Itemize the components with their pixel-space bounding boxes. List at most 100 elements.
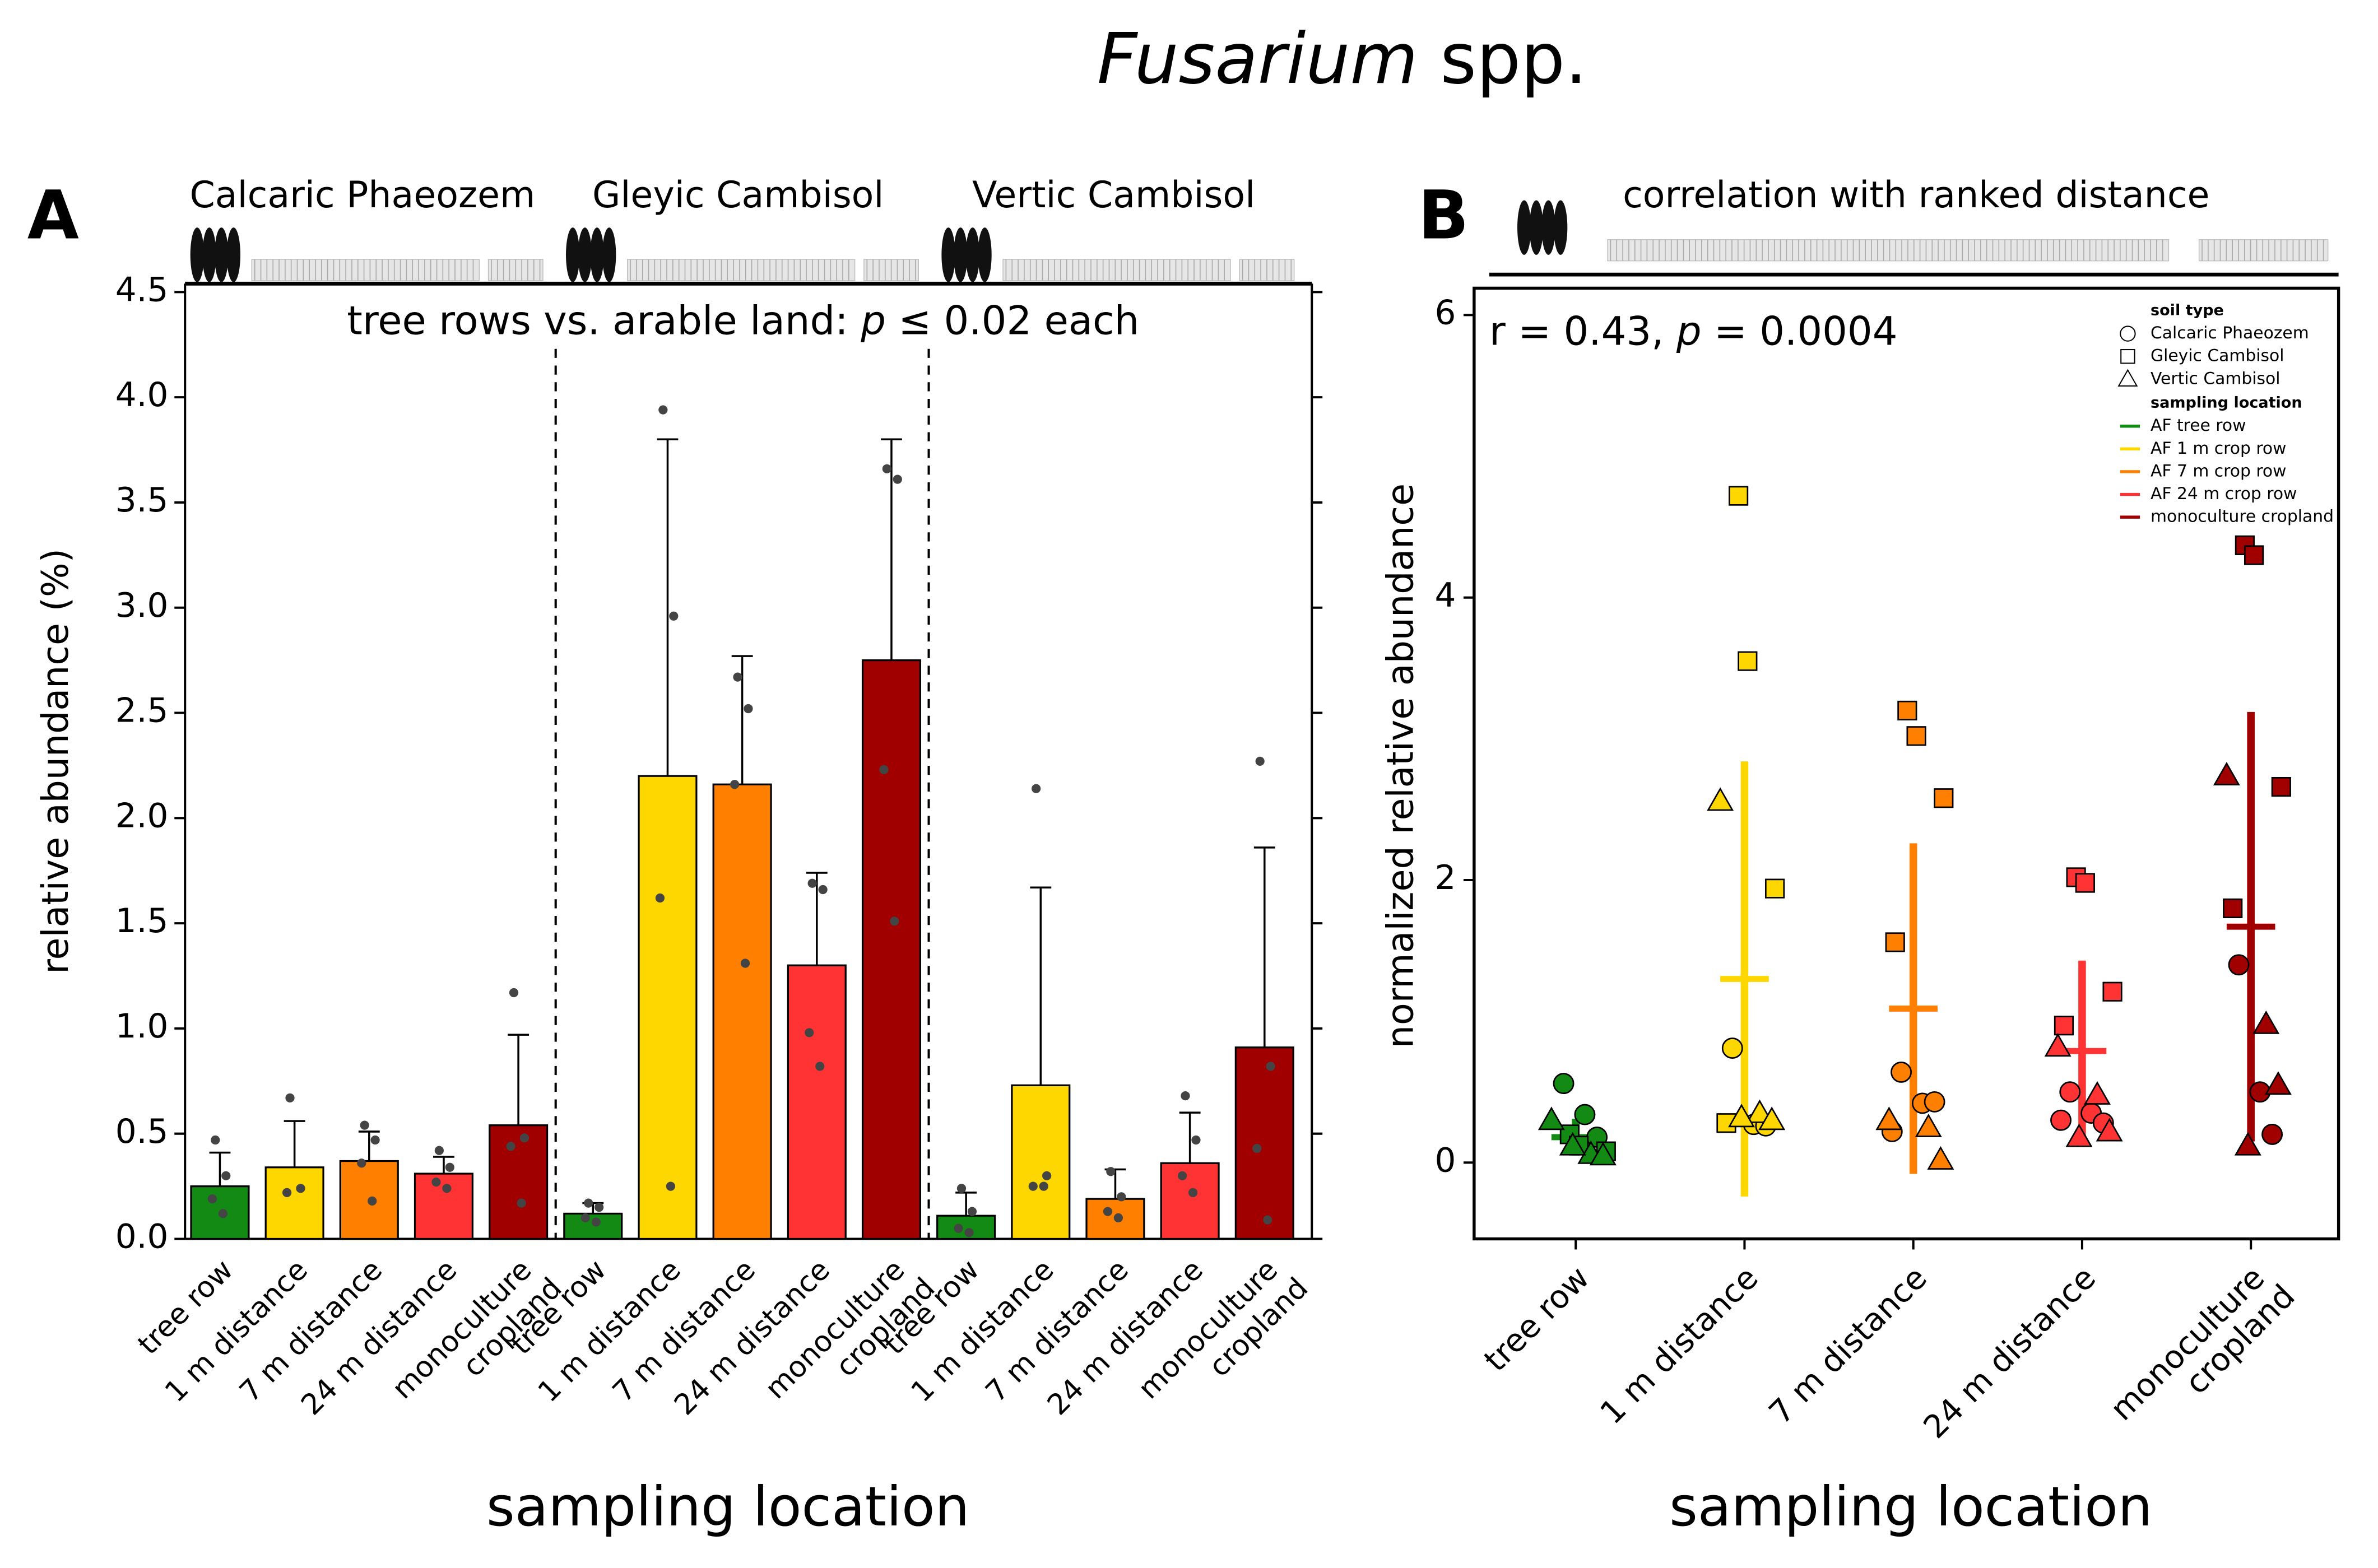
bar — [861, 659, 922, 1240]
data-point — [221, 1171, 231, 1180]
legend-symbol — [2120, 325, 2136, 342]
point-circle — [2059, 1081, 2081, 1103]
legend-symbol — [2117, 369, 2138, 387]
tree-icon — [965, 227, 980, 282]
data-point — [1117, 1192, 1126, 1202]
tree-icon — [1517, 200, 1531, 255]
data-point — [890, 916, 899, 926]
title-rest: spp. — [1418, 18, 1587, 100]
y-tick-label: 3.0 — [115, 587, 169, 625]
legend-label: AF tree row — [2151, 416, 2246, 435]
bar — [1234, 1046, 1294, 1240]
data-point — [964, 1228, 974, 1237]
y-tick-label: 2 — [1434, 859, 1456, 897]
tree-icon — [566, 227, 580, 282]
tree-icon — [602, 227, 616, 282]
point-square — [1897, 700, 1917, 720]
data-point — [669, 611, 679, 621]
data-point — [818, 885, 828, 895]
point-square — [1885, 932, 1905, 952]
data-point — [1039, 1181, 1048, 1191]
annotation-part: = 0.0004 — [1702, 308, 1898, 354]
data-point — [296, 1184, 305, 1193]
point-triangle — [1915, 1113, 1942, 1137]
annotation-part: p — [860, 297, 886, 343]
data-point — [1255, 756, 1265, 766]
x-tick-label: tree row — [1477, 1259, 1596, 1379]
data-point — [442, 1184, 452, 1193]
point-triangle — [2084, 1081, 2111, 1105]
y-tick-label: 0 — [1434, 1141, 1456, 1180]
point-triangle — [1927, 1146, 1954, 1170]
tree-icon — [941, 227, 955, 282]
point-triangle — [1559, 1132, 1586, 1156]
data-point — [285, 1093, 295, 1102]
data-point — [594, 1203, 604, 1212]
data-point — [434, 1146, 444, 1155]
tree-icon — [978, 227, 992, 282]
legend-label: AF 24 m crop row — [2151, 484, 2297, 504]
x-tick-label: 24 m distance — [1916, 1259, 2103, 1446]
panel-label: A — [27, 176, 79, 254]
data-point — [744, 704, 753, 714]
y-tick-label: 4.0 — [115, 376, 169, 415]
crop-icon — [1002, 259, 1231, 281]
point-square — [2075, 873, 2095, 893]
data-point — [1103, 1207, 1113, 1216]
bar — [264, 1166, 324, 1240]
annotation-part: r = 0.43, — [1489, 308, 1676, 354]
data-point — [1032, 784, 1041, 793]
bar — [787, 964, 847, 1240]
data-point — [807, 878, 817, 888]
legend-label: AF 7 m crop row — [2151, 461, 2286, 481]
data-point — [1266, 1062, 1275, 1071]
data-point — [506, 1142, 515, 1151]
legend-label: Gleyic Cambisol — [2151, 346, 2284, 366]
tree-icon — [578, 227, 592, 282]
data-point — [580, 1213, 590, 1223]
tree-icon — [214, 227, 229, 282]
data-point — [445, 1162, 454, 1172]
data-point — [218, 1209, 227, 1218]
tree-icon — [590, 227, 604, 282]
data-point — [805, 1028, 814, 1037]
point-triangle — [2213, 762, 2240, 785]
point-triangle — [1707, 787, 1734, 811]
y-tick-label: 0.0 — [115, 1218, 169, 1257]
point-square — [2223, 898, 2243, 919]
tree-icon — [226, 227, 241, 282]
tree-icon — [1553, 200, 1568, 255]
bar — [1085, 1198, 1145, 1240]
legend-label: Vertic Cambisol — [2151, 369, 2281, 388]
legend-label: Calcaric Phaeozem — [2151, 323, 2309, 343]
y-tick-label: 0.5 — [115, 1113, 169, 1151]
bar — [563, 1212, 623, 1240]
point-square — [2102, 981, 2122, 1002]
data-point — [1252, 1143, 1262, 1153]
data-point — [282, 1188, 292, 1197]
point-triangle — [1875, 1106, 1903, 1130]
crop-icon — [1607, 239, 2170, 262]
point-square — [1738, 651, 1758, 671]
bar — [489, 1124, 549, 1240]
data-point — [357, 1158, 366, 1168]
data-point — [956, 1184, 967, 1193]
point-square — [2054, 1016, 2074, 1036]
y-tick-label: 2.0 — [115, 797, 169, 835]
tree-icon — [190, 227, 205, 282]
data-point — [1188, 1188, 1198, 1197]
data-point — [368, 1196, 377, 1206]
point-triangle — [1746, 1099, 1773, 1123]
bar — [1011, 1084, 1071, 1240]
y-tick-label: 6 — [1434, 294, 1456, 332]
data-point — [584, 1198, 593, 1208]
legend-title: sampling location — [2151, 394, 2302, 412]
data-point — [211, 1135, 220, 1145]
crop-icon — [251, 259, 480, 281]
point-triangle — [2096, 1118, 2123, 1142]
crop-icon — [2198, 239, 2329, 262]
data-point — [517, 1198, 526, 1208]
data-point — [954, 1223, 963, 1233]
